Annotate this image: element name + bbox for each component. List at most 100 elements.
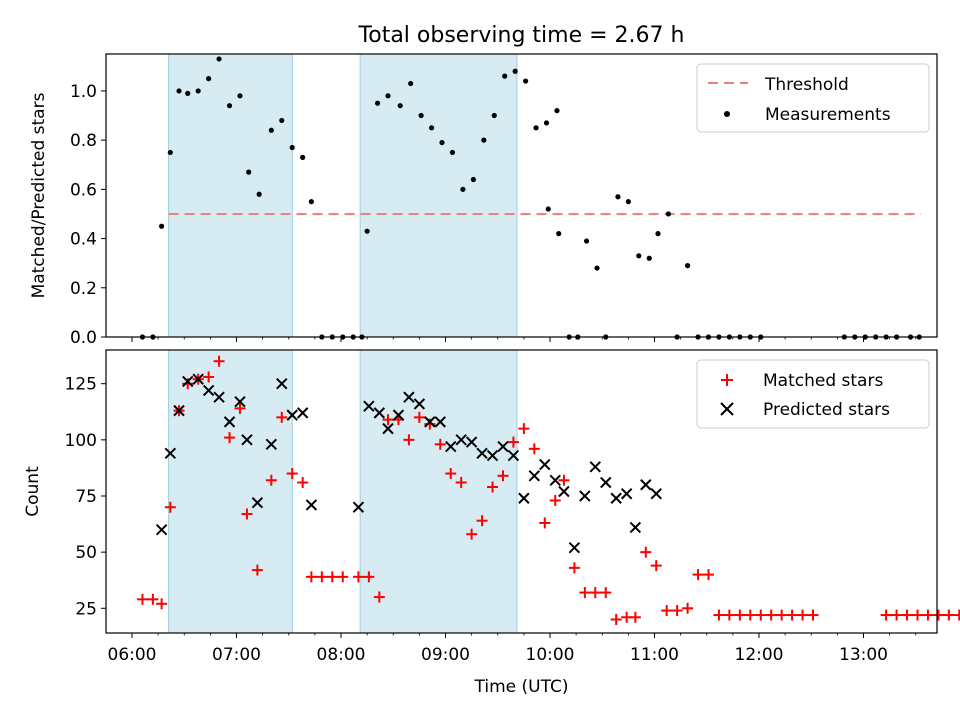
predicted-star-point [363, 400, 375, 412]
matched-star-point [610, 614, 622, 626]
bottom-y-tick-label: 75 [75, 487, 97, 507]
measurement-point [594, 265, 600, 271]
measurement-point [554, 108, 560, 114]
predicted-marker-b [486, 449, 499, 462]
top-legend-box [696, 63, 930, 133]
bottom-y-tick-label: 125 [65, 375, 97, 395]
predicted-star-point [182, 375, 194, 388]
predicted-star-point [579, 490, 591, 502]
matched-star-point [922, 609, 934, 621]
predicted-star-point [589, 461, 601, 473]
predicted-star-point [629, 521, 642, 534]
measurement-point [625, 199, 631, 205]
measurement-point [543, 120, 550, 126]
measurement-point [439, 139, 445, 146]
top-y-ticks: 0.0 0.2 0.4 0.6 0.8 1.0 [70, 82, 106, 348]
predicted-star-point [650, 488, 662, 500]
matched-star-point [744, 609, 756, 621]
matched-star-point [640, 546, 652, 558]
predicted-star-point [518, 492, 530, 504]
predicted-marker-b [296, 407, 309, 419]
predicted-marker-b [640, 479, 652, 491]
predicted-marker-b [497, 440, 509, 453]
predicted-marker-b [610, 492, 622, 504]
predicted-star-point [486, 449, 499, 462]
top-shaded-intervals [168, 53, 518, 338]
predicted-star-point [476, 447, 488, 460]
shaded-interval-1 [168, 349, 293, 634]
predicted-star-point [640, 479, 652, 491]
x-axis-label: Time (UTC) [474, 677, 569, 697]
predicted-marker-b [528, 470, 541, 482]
predicted-marker-b [549, 474, 561, 486]
legend-x-b [720, 402, 734, 416]
measurement-point [491, 112, 497, 119]
matched-star-point [413, 411, 425, 423]
predicted-star-point [352, 501, 365, 513]
measurement-point [364, 228, 370, 234]
predicted-marker-b [265, 438, 278, 451]
predicted-marker-b [650, 488, 662, 500]
matched-star-point [702, 569, 714, 581]
x-tick-label: 10:00 [526, 645, 575, 665]
predicted-marker-b [434, 416, 446, 428]
measurement-point [195, 88, 201, 94]
matched-star-point [579, 587, 591, 599]
matched-star-point [182, 378, 194, 390]
predicted-marker-b [155, 523, 168, 536]
matched-star-point [650, 560, 662, 572]
predicted-star-point [600, 476, 612, 489]
matched-star-point [305, 571, 317, 583]
matched-star-point [682, 602, 694, 614]
measurement-point [289, 144, 295, 151]
predicted-marker-b [476, 447, 488, 460]
matched-star-point [671, 605, 683, 617]
top-axes-frame [105, 53, 938, 338]
predicted-star-point [173, 404, 185, 417]
measurement-point [470, 176, 476, 183]
predicted-marker-b [629, 521, 642, 534]
matched-star-point [549, 494, 561, 506]
measurement-point [545, 206, 551, 212]
predicted-marker-b [413, 398, 426, 410]
predicted-marker-b [202, 384, 215, 397]
measurement-point [512, 68, 518, 74]
chart-title: Total observing time = 2.67 h [358, 23, 685, 48]
predicted-marker-b [164, 447, 177, 460]
measurement-point [279, 117, 285, 124]
predicted-star-point [373, 407, 386, 419]
matched-star-point [224, 432, 236, 444]
matched-star-point [734, 609, 746, 621]
matched-star-point [445, 468, 457, 480]
predicted-marker-b [373, 407, 386, 419]
matched-star-point [661, 605, 673, 617]
measurement-point [397, 103, 403, 109]
predicted-star-point [265, 438, 278, 451]
predicted-marker-b [182, 375, 194, 388]
predicted-star-point [192, 373, 204, 385]
legend-threshold-label: Threshold [764, 75, 849, 95]
shaded-interval-2 [359, 53, 518, 338]
predicted-star-point [276, 377, 288, 390]
matched-star-point [337, 571, 349, 583]
measurement-point [502, 73, 508, 79]
matched-star-point [241, 508, 253, 520]
matched-star-point [326, 571, 338, 583]
predicted-marker-b [363, 400, 375, 412]
legend-measurements-swatch [724, 111, 730, 117]
matched-star-point [568, 562, 580, 574]
measurement-point [206, 76, 212, 82]
predicted-star-point [528, 470, 541, 482]
predicted-star-point [392, 409, 405, 421]
predicted-star-point [620, 488, 633, 500]
predicted-marker-b [579, 490, 591, 502]
matched-star-point [713, 609, 725, 621]
matched-star-point [880, 609, 892, 621]
predicted-star-point [568, 541, 581, 554]
top-panel: 0.0 0.2 0.4 0.6 0.8 1.0 Total observing time … [29, 23, 938, 348]
top-y-tick-label: 0.8 [70, 131, 97, 151]
measurement-point [226, 103, 233, 109]
shaded-interval-1 [168, 53, 293, 338]
measurement-point [684, 263, 691, 269]
matched-star-point [953, 609, 960, 621]
